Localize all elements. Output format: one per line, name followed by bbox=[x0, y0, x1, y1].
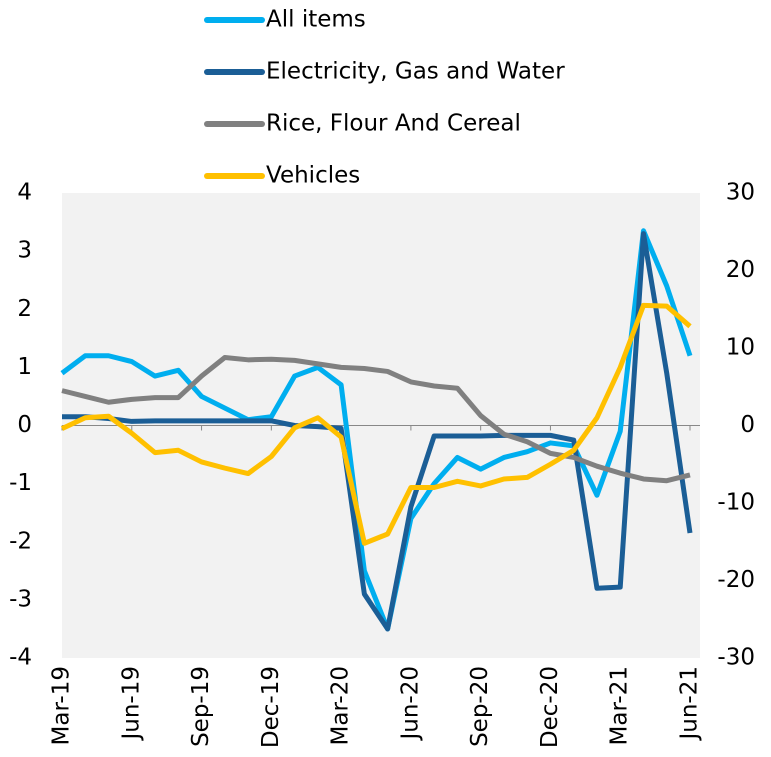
x-tick-label: Jun-20 bbox=[397, 666, 423, 742]
y2-tick-label: 0 bbox=[740, 412, 755, 438]
y-tick-label: -2 bbox=[9, 528, 32, 554]
series-line bbox=[61, 354, 691, 484]
x-tick-label: Jun-21 bbox=[677, 666, 703, 742]
legend-label: All items bbox=[266, 7, 366, 33]
y2-tick-label: 30 bbox=[726, 180, 755, 206]
legend-label: Rice, Flour And Cereal bbox=[266, 111, 521, 137]
y-tick-label: -3 bbox=[9, 586, 32, 612]
x-tick-label: Dec-20 bbox=[537, 666, 563, 748]
y-tick-label: -4 bbox=[9, 645, 32, 671]
y-tick-label: 0 bbox=[17, 412, 32, 438]
y2-tick-label: -20 bbox=[717, 567, 755, 593]
y2-tick-label: -10 bbox=[717, 490, 755, 516]
y2-tick-label: -30 bbox=[717, 645, 755, 671]
y-tick-label: 4 bbox=[17, 180, 32, 206]
legend-label: Electricity, Gas and Water bbox=[266, 59, 565, 85]
x-tick-label: Mar-19 bbox=[49, 666, 75, 746]
x-tick-label: Dec-19 bbox=[258, 666, 284, 748]
legend-label: Vehicles bbox=[266, 163, 360, 189]
y-tick-label: 1 bbox=[17, 354, 32, 380]
x-tick-label: Sep-19 bbox=[188, 666, 214, 747]
y2-tick-label: 20 bbox=[726, 257, 755, 283]
y-tick-label: 3 bbox=[17, 238, 32, 264]
series-line bbox=[62, 231, 693, 632]
x-tick-label: Jun-19 bbox=[118, 666, 144, 742]
x-tick-label: Mar-21 bbox=[607, 666, 633, 746]
x-tick-label: Sep-20 bbox=[467, 666, 493, 747]
y2-tick-label: 10 bbox=[726, 335, 755, 361]
x-tick-label: Mar-20 bbox=[328, 666, 354, 746]
series-line bbox=[60, 302, 692, 546]
y-tick-label: 2 bbox=[17, 296, 32, 322]
series-line bbox=[60, 228, 693, 632]
y-tick-label: -1 bbox=[9, 470, 32, 496]
